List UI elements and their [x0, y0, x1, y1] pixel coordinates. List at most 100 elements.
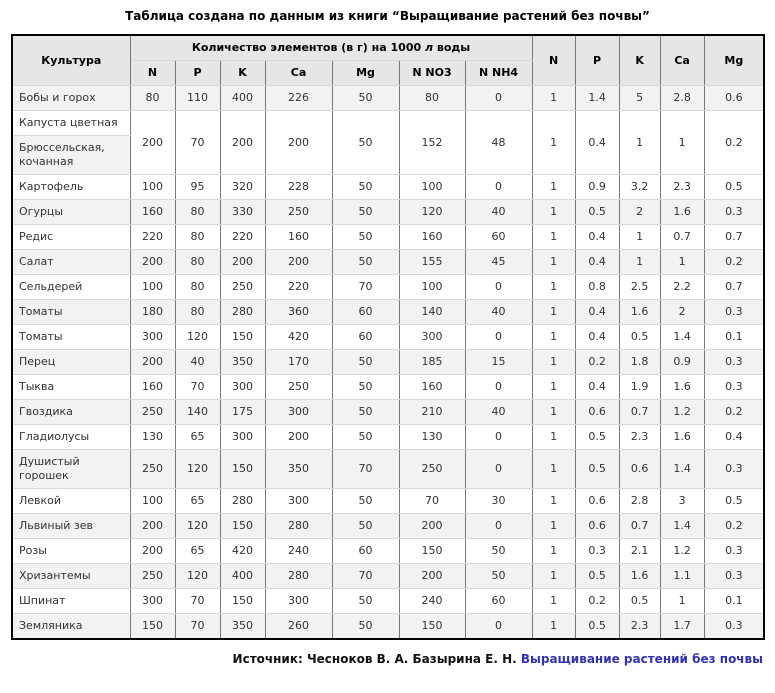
header-row-1: Культура Количество элементов (в г) на 1… [11, 34, 765, 86]
value-cell: 1 [531, 199, 576, 225]
value-cell: 50 [331, 374, 400, 400]
value-cell: 50 [331, 424, 400, 450]
value-cell: 200 [264, 110, 333, 175]
value-cell: 2 [659, 299, 705, 325]
table-header: Культура Количество элементов (в г) на 1… [11, 34, 765, 86]
value-cell: 1 [531, 449, 576, 489]
value-cell: 0.2 [703, 513, 765, 539]
value-cell: 1 [618, 110, 661, 175]
table-row: Брюссельская, кочанная [11, 135, 764, 175]
value-cell: 0 [464, 449, 533, 489]
value-cell: 0 [464, 85, 533, 111]
source-line: Источник: Чесноков В. А. Базырина Е. Н. … [11, 652, 763, 666]
value-cell: 5 [618, 85, 661, 111]
value-cell: 210 [398, 399, 466, 425]
value-cell: 50 [331, 588, 400, 614]
value-cell: 0.3 [703, 199, 765, 225]
value-cell: 0 [464, 513, 533, 539]
table-row: Капуста цветная 200 70 200 200 50 152 48 1 0.4 1 1 0… [11, 110, 765, 175]
crop-name-cell: Тыква [11, 374, 131, 400]
value-cell: 0.4 [574, 249, 620, 275]
value-cell: 0 [464, 374, 533, 400]
value-cell: 0.6 [574, 399, 620, 425]
value-cell: 130 [129, 424, 176, 450]
value-cell: 70 [331, 274, 400, 300]
value-cell: 1.6 [618, 299, 661, 325]
value-cell: 100 [129, 488, 176, 514]
value-cell: 70 [398, 488, 466, 514]
value-cell: 1 [531, 399, 576, 425]
value-cell: 160 [398, 224, 466, 250]
header-ratio-k: K [618, 34, 661, 86]
value-cell: 0.3 [703, 563, 765, 589]
value-cell: 0.4 [574, 299, 620, 325]
value-cell: 200 [129, 249, 176, 275]
value-cell: 160 [129, 199, 176, 225]
value-cell: 155 [398, 249, 466, 275]
value-cell: 160 [264, 224, 333, 250]
value-cell: 1.8 [618, 349, 661, 375]
crop-name-cell: Гвоздика [11, 399, 131, 425]
value-cell: 0.5 [703, 488, 765, 514]
value-cell: 280 [219, 299, 266, 325]
value-cell: 350 [219, 613, 266, 640]
value-cell: 1.9 [618, 374, 661, 400]
value-cell: 350 [219, 349, 266, 375]
value-cell: 0 [464, 274, 533, 300]
crop-name-cell: Томаты [11, 324, 131, 350]
value-cell: 100 [129, 274, 176, 300]
value-cell: 250 [264, 199, 333, 225]
value-cell: 3.2 [618, 174, 661, 200]
value-cell: 0.5 [574, 613, 620, 640]
value-cell: 360 [264, 299, 333, 325]
value-cell: 0.3 [703, 374, 765, 400]
value-cell: 1.6 [618, 563, 661, 589]
value-cell: 200 [219, 249, 266, 275]
value-cell: 60 [331, 538, 400, 564]
value-cell: 130 [398, 424, 466, 450]
value-cell: 50 [464, 563, 533, 589]
value-cell: 1 [531, 274, 576, 300]
value-cell: 70 [174, 374, 221, 400]
value-cell: 80 [129, 85, 176, 111]
value-cell: 140 [398, 299, 466, 325]
value-cell: 0.7 [618, 513, 661, 539]
value-cell: 0.1 [703, 588, 765, 614]
source-book-link[interactable]: Выращивание растений без почвы [520, 652, 763, 666]
value-cell: 0.2 [703, 110, 765, 175]
value-cell: 175 [219, 399, 266, 425]
value-cell: 60 [331, 324, 400, 350]
value-cell: 0.6 [574, 488, 620, 514]
value-cell: 60 [464, 588, 533, 614]
value-cell: 120 [174, 513, 221, 539]
value-cell: 1 [618, 249, 661, 275]
header-ratio-p: P [574, 34, 620, 86]
value-cell: 40 [464, 399, 533, 425]
crop-name-cell: Сельдерей [11, 274, 131, 300]
value-cell: 1.2 [659, 538, 705, 564]
table-row: Картофель 100 95 320 228 50 100 0 1 0.9 3.2 2.3 0.5 [11, 174, 765, 200]
value-cell: 15 [464, 349, 533, 375]
value-cell: 30 [464, 488, 533, 514]
crop-name-cell: Розы [11, 538, 131, 564]
value-cell: 0.7 [659, 224, 705, 250]
value-cell: 70 [174, 110, 221, 175]
value-cell: 50 [331, 349, 400, 375]
value-cell: 0.3 [574, 538, 620, 564]
value-cell: 0.5 [618, 324, 661, 350]
value-cell: 200 [129, 513, 176, 539]
value-cell: 50 [331, 613, 400, 640]
value-cell: 50 [464, 538, 533, 564]
value-cell: 2.1 [618, 538, 661, 564]
crop-name-cell: Левкой [11, 488, 131, 514]
value-cell: 60 [331, 299, 400, 325]
value-cell: 1.7 [659, 613, 705, 640]
value-cell: 40 [174, 349, 221, 375]
value-cell: 3 [659, 488, 705, 514]
header-elements-group: Количество элементов (в г) на 1000 л вод… [129, 34, 533, 61]
value-cell: 70 [174, 613, 221, 640]
value-cell: 300 [398, 324, 466, 350]
table-body: Бобы и горох 80 110 400 226 50 80 0 1 1.4 5 2.8 0.6 К… [11, 85, 765, 640]
value-cell: 0.2 [574, 588, 620, 614]
table-row: Розы 200 65 420 240 60 150 50 1 0.3 2.1 1.2 0.3 [11, 538, 765, 564]
